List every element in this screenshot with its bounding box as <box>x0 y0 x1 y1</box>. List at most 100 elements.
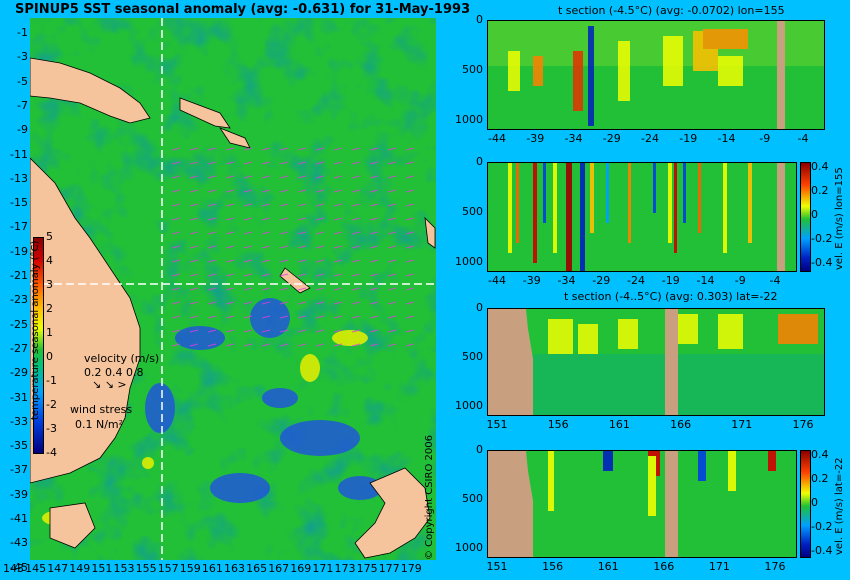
map-lon-tick: 163 <box>224 562 245 575</box>
wind-arrow <box>225 231 235 235</box>
wind-arrow <box>171 287 181 291</box>
panel4-y-tick: 0 <box>476 443 483 456</box>
panel1-x-tick: -9 <box>759 132 771 145</box>
wind-arrow <box>369 329 379 333</box>
wind-arrow <box>189 329 199 333</box>
wind-arrow <box>333 175 343 179</box>
wind-arrow <box>351 329 361 333</box>
wind-arrow <box>279 259 289 263</box>
wind-arrow <box>243 161 253 165</box>
land-png <box>30 57 151 124</box>
wind-arrow <box>333 287 343 291</box>
wind-arrow <box>297 189 307 193</box>
panel2-y-tick: 500 <box>462 205 483 218</box>
panel1-x-tick: -24 <box>641 132 659 145</box>
wind-arrow <box>207 245 217 249</box>
panel2-x-tick: -9 <box>734 274 746 287</box>
wind-arrow <box>207 217 217 221</box>
wind-arrow <box>333 329 343 333</box>
wind-arrow <box>405 161 415 165</box>
wind-arrow <box>405 217 415 221</box>
wind-arrow <box>261 147 271 151</box>
panel2-colorbar <box>800 162 811 272</box>
map-title: SPINUP5 SST seasonal anomaly (avg: -0.63… <box>15 2 471 17</box>
panel1-y-tick: 1000 <box>455 113 483 126</box>
wind-arrow <box>351 245 361 249</box>
panel4-colorbar-tick: 0.2 <box>811 472 829 485</box>
map-colorbar-label: temperature seasonal anomaly (°C) <box>30 240 41 420</box>
wind-arrow <box>189 161 199 165</box>
wind-arrow <box>387 231 397 235</box>
map-lat-tick: -11 <box>10 147 28 161</box>
panel2-x-tick: -4 <box>769 274 781 287</box>
panel2-colorbar-tick: -0.4 <box>811 256 833 269</box>
map-lat-tick: -35 <box>10 439 28 453</box>
map-lon-tick: 167 <box>268 562 290 575</box>
wind-arrow <box>369 147 379 151</box>
wind-arrow <box>369 203 379 207</box>
wind-arrow <box>189 147 199 151</box>
wind-arrow <box>351 203 361 207</box>
map-lat-tick: -17 <box>10 220 28 234</box>
wind-arrow <box>315 329 325 333</box>
map-lat-tick: -39 <box>10 487 28 501</box>
wind-arrow <box>351 343 361 347</box>
wind-arrow <box>225 147 235 151</box>
wind-arrow <box>297 287 307 291</box>
wind-arrow <box>351 147 361 151</box>
wind-arrow <box>225 329 235 333</box>
wind-arrow <box>369 245 379 249</box>
map-lon-tick: 155 <box>135 562 157 575</box>
wind-arrow <box>405 175 415 179</box>
wind-arrow <box>369 301 379 305</box>
wind-arrow <box>279 217 289 221</box>
wind-arrow <box>207 287 217 291</box>
wind-arrow <box>387 217 397 221</box>
wind-arrow <box>261 189 271 193</box>
wind-arrow <box>243 273 253 277</box>
panel4-x-tick: 156 <box>542 560 564 573</box>
panel2-x-tick: -34 <box>557 274 576 287</box>
wind-arrow <box>261 203 271 207</box>
wind-arrow <box>243 259 253 263</box>
wind-arrow <box>333 315 343 319</box>
wind-arrow <box>207 315 217 319</box>
map-colorbar-tick: -1 <box>46 374 57 387</box>
panel4-colorbar-tick: -0.4 <box>811 544 833 557</box>
wind-arrow <box>369 259 379 263</box>
map-lon-tick: 161 <box>201 562 223 575</box>
panel2-colorbar-tick: 0.2 <box>811 184 829 197</box>
wind-arrow <box>243 231 253 235</box>
wind-arrow <box>279 245 289 249</box>
map-lon-tick: 145 <box>25 562 47 575</box>
wind-arrow <box>261 161 271 165</box>
wind-arrow <box>171 147 181 151</box>
panel1-section <box>487 20 825 130</box>
map-lat-tick: -1 <box>17 26 28 39</box>
wind-arrow <box>297 315 307 319</box>
wind-arrow <box>171 245 181 249</box>
panel2-x-tick: -14 <box>696 274 715 287</box>
wind-arrow <box>387 343 397 347</box>
map-lat-tick: -19 <box>10 244 28 258</box>
wind-arrow <box>243 217 253 221</box>
wind-arrow <box>333 161 343 165</box>
wind-arrow <box>315 301 325 305</box>
wind-arrow <box>171 315 181 319</box>
wind-arrow <box>261 287 271 291</box>
wind-arrow <box>297 245 307 249</box>
panel1-y-tick: 500 <box>462 63 483 76</box>
wind-arrow <box>297 217 307 221</box>
wind-arrow <box>189 175 199 179</box>
wind-arrow <box>387 175 397 179</box>
panel3-x-tick: 161 <box>608 418 630 431</box>
panel4-colorbar-label: vel. E (m/s) lat=-22 <box>834 457 845 555</box>
wind-arrow <box>243 189 253 193</box>
wind-arrow <box>225 245 235 249</box>
panel3-x-tick: 166 <box>670 418 692 431</box>
wind-arrow <box>225 259 235 263</box>
panel2-section <box>487 162 797 272</box>
land-new-zealand <box>354 467 431 559</box>
map-lat-tick: -13 <box>10 171 28 185</box>
wind-arrow <box>189 259 199 263</box>
